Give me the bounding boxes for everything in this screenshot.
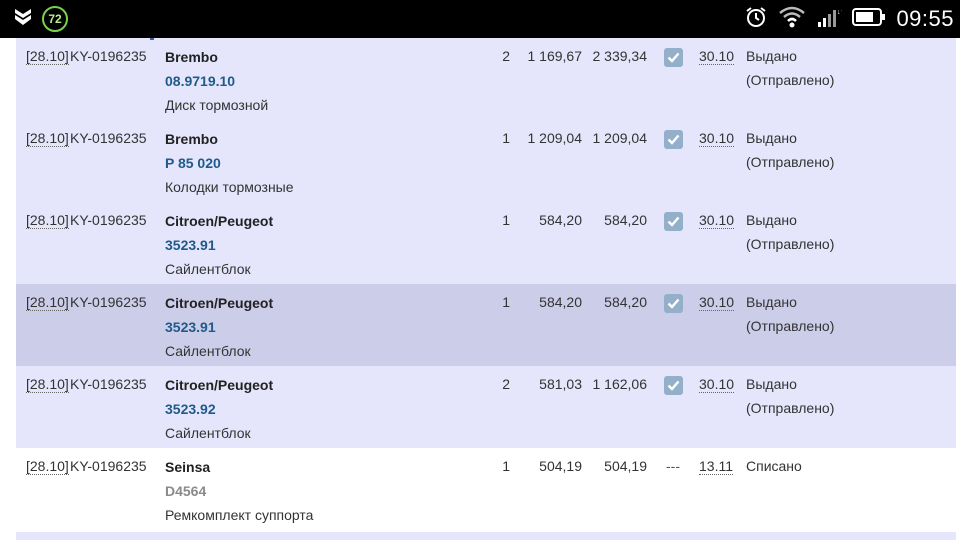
delivery-date-link[interactable]: 30.10 (699, 130, 735, 147)
order-date-link[interactable]: [28.10] (26, 294, 69, 311)
quantity: 1 (502, 130, 510, 146)
order-date-link[interactable]: [28.10] (26, 458, 69, 475)
quantity: 2 (502, 48, 510, 64)
order-date-link[interactable]: [28.10] (26, 376, 69, 393)
quantity: 1 (502, 458, 510, 474)
svg-text:↓↑: ↓↑ (837, 9, 842, 16)
total-price: 1 162,06 (592, 376, 648, 392)
quantity: 2 (502, 376, 510, 392)
part-code-link[interactable]: P 85 020 (165, 155, 221, 171)
status-text: Выдано (746, 48, 797, 64)
checkbox[interactable] (664, 212, 683, 231)
part-brand: Citroen/Peugeot (165, 295, 274, 311)
checkbox-placeholder: --- (666, 458, 680, 474)
orders-table: [28.10] KY-0196235 Brembo 08.9719.10 Дис… (16, 38, 956, 540)
order-number: KY-0196235 (70, 376, 147, 392)
table-row[interactable]: [28.10] KY-0196235 Citroen/Peugeot 3523.… (16, 366, 956, 448)
order-date-link[interactable]: [28.10] (26, 212, 69, 229)
quantity: 1 (502, 212, 510, 228)
part-brand: Citroen/Peugeot (165, 213, 274, 229)
part-description: Диск тормозной (165, 97, 269, 113)
part-brand: Brembo (165, 49, 218, 65)
unit-price: 584,20 (539, 294, 582, 310)
part-brand: Seinsa (165, 459, 211, 475)
status-text: Выдано (746, 212, 797, 228)
table-row[interactable]: [28.10] KY-0196235 Citroen/Peugeot 3523.… (16, 284, 956, 366)
part-code-link[interactable]: 3523.91 (165, 319, 216, 335)
order-number: KY-0196235 (70, 130, 147, 146)
table-row[interactable]: [28.10] KY-0196235 Citroen/Peugeot 3523.… (16, 202, 956, 284)
check-icon (667, 380, 680, 391)
part-brand: Citroen/Peugeot (165, 377, 274, 393)
order-date-link[interactable]: [28.10] (26, 48, 69, 65)
order-number: KY-0196235 (70, 212, 147, 228)
status-text: Выдано (746, 130, 797, 146)
signal-icon: ↓↑ (816, 6, 844, 33)
alarm-icon (744, 5, 768, 34)
total-price: 584,20 (604, 212, 647, 228)
substatus-text: (Отправлено) (746, 236, 835, 252)
status-bar: 72 ↓↑ (0, 0, 960, 38)
unit-price: 504,19 (539, 458, 582, 474)
clock: 09:55 (896, 6, 954, 31)
part-code-link[interactable]: D4564 (165, 483, 207, 499)
order-number: KY-0196235 (70, 48, 147, 64)
unit-price: 584,20 (539, 212, 582, 228)
order-date-link[interactable]: [28.10] (26, 130, 69, 147)
total-price: 2 339,34 (592, 48, 648, 64)
battery-icon (852, 7, 886, 32)
delivery-date-link[interactable]: 30.10 (699, 48, 735, 65)
unit-price: 1 209,04 (527, 130, 583, 146)
header-accent (150, 38, 154, 40)
status-bar-right: ↓↑ 09:55 (744, 4, 954, 34)
check-icon (667, 134, 680, 145)
substatus-text: (Отправлено) (746, 72, 835, 88)
part-description: Ремкомплект суппорта (165, 507, 314, 523)
part-description: Сайлентблок (165, 261, 251, 277)
part-description: Колодки тормозные (165, 179, 294, 195)
wifi-icon (778, 5, 806, 34)
part-description: Сайлентблок (165, 425, 251, 441)
part-code-link[interactable]: 3523.91 (165, 237, 216, 253)
battery-badge: 72 (42, 6, 68, 32)
substatus-text: (Отправлено) (746, 154, 835, 170)
substatus-text: (Отправлено) (746, 318, 835, 334)
check-icon (667, 216, 680, 227)
total-price: 584,20 (604, 294, 647, 310)
delivery-date-link[interactable]: 30.10 (699, 376, 735, 393)
unit-price: 581,03 (539, 376, 582, 392)
quantity: 1 (502, 294, 510, 310)
checkbox[interactable] (664, 294, 683, 313)
status-text: Выдано (746, 376, 797, 392)
delivery-date-link[interactable]: 30.10 (699, 212, 735, 229)
part-code-link[interactable]: 08.9719.10 (165, 73, 236, 89)
status-text: Списано (746, 458, 802, 474)
checkbox[interactable] (664, 376, 683, 395)
check-icon (667, 298, 680, 309)
status-text: Выдано (746, 294, 797, 310)
delivery-date-link[interactable]: 13.11 (699, 458, 733, 475)
table-row[interactable]: [28.10] KY-0196235 Brembo P 85 020 Колод… (16, 120, 956, 202)
part-brand: Brembo (165, 131, 218, 147)
total-price: 1 209,04 (592, 130, 648, 146)
checkbox[interactable] (664, 48, 683, 67)
part-description: Сайлентблок (165, 343, 251, 359)
part-code-link[interactable]: 3523.92 (165, 401, 216, 417)
delivery-date-link[interactable]: 30.10 (699, 294, 735, 311)
shield-app-icon (14, 7, 32, 32)
checkbox[interactable] (664, 130, 683, 149)
order-number: KY-0196235 (70, 294, 147, 310)
total-price: 504,19 (604, 458, 647, 474)
next-row-peek (16, 532, 956, 540)
unit-price: 1 169,67 (527, 48, 583, 64)
substatus-text: (Отправлено) (746, 400, 835, 416)
table-row[interactable]: [28.10] KY-0196235 Seinsa D4564 Ремкомпл… (16, 448, 956, 530)
order-number: KY-0196235 (70, 458, 147, 474)
status-bar-left: 72 (14, 5, 68, 33)
table-row[interactable]: [28.10] KY-0196235 Brembo 08.9719.10 Дис… (16, 38, 956, 120)
check-icon (667, 52, 680, 63)
